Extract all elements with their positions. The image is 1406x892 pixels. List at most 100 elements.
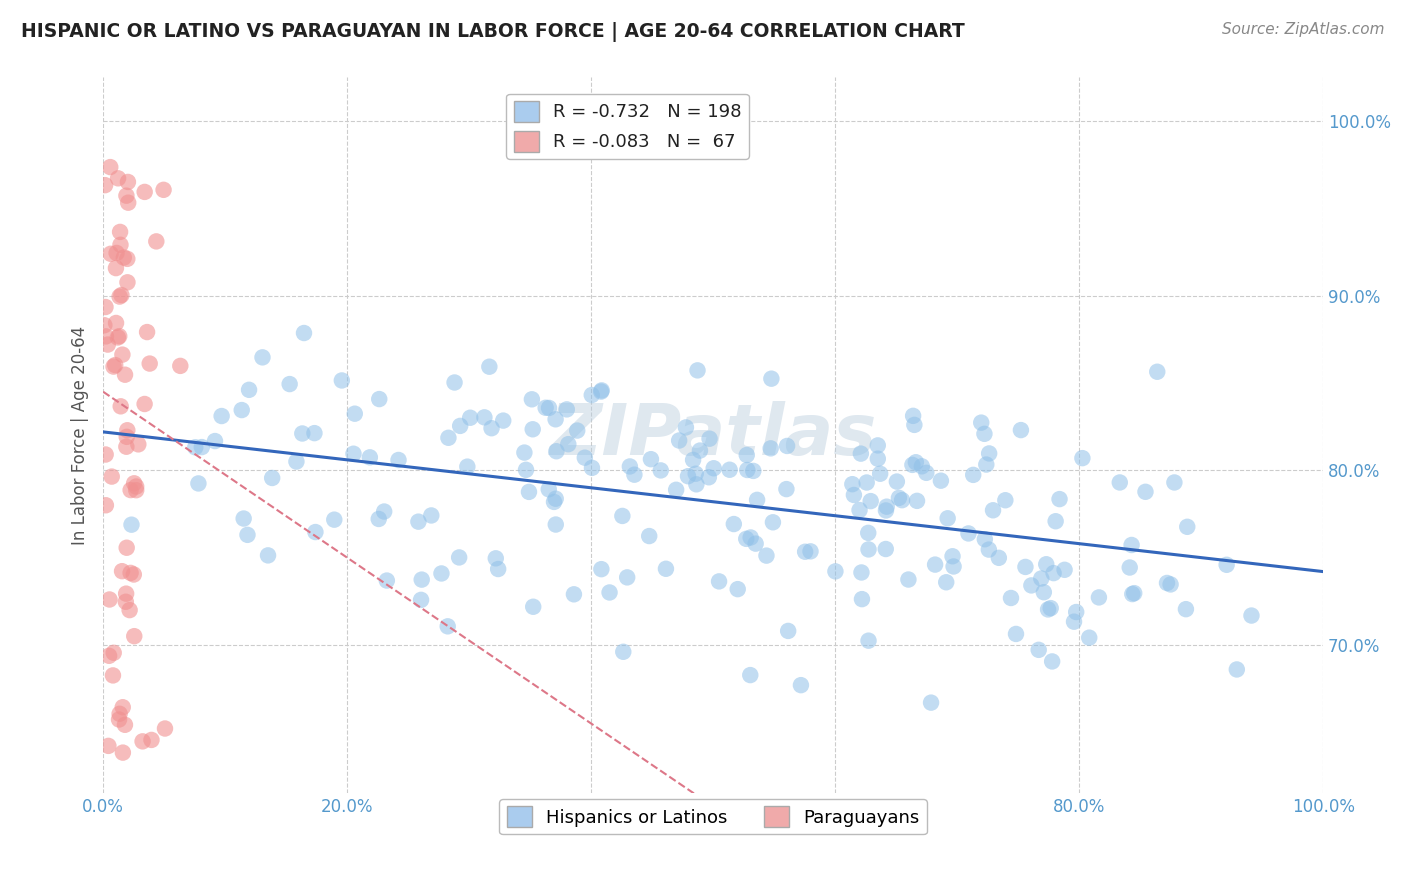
Point (905, 494, 928, 508)
Point (145, 235, 167, 249)
Point (1063, 615, 1085, 629)
Point (875, 541, 897, 556)
Point (122, 476, 145, 491)
Point (591, 384, 613, 398)
Point (456, 459, 478, 474)
Point (858, 542, 880, 557)
Point (562, 587, 585, 601)
Point (1040, 655, 1063, 669)
Point (1121, 538, 1143, 552)
Point (920, 696, 942, 710)
Point (103, 359, 125, 374)
Point (115, 440, 138, 454)
Point (794, 545, 817, 559)
Point (111, 348, 134, 362)
Point (591, 384, 613, 399)
Point (924, 558, 946, 572)
Point (544, 491, 567, 506)
Point (342, 447, 364, 461)
Point (1053, 563, 1076, 577)
Point (1160, 577, 1182, 591)
Point (735, 448, 758, 462)
Point (790, 678, 813, 692)
Point (278, 377, 301, 392)
Point (131, 734, 153, 748)
Point (125, 479, 148, 493)
Point (904, 455, 927, 469)
Point (481, 421, 503, 435)
Point (1121, 587, 1143, 601)
Point (292, 326, 315, 340)
Point (121, 517, 143, 532)
Point (612, 508, 634, 523)
Point (599, 585, 621, 599)
Point (458, 410, 481, 425)
Legend: Hispanics or Latinos, Paraguayans: Hispanics or Latinos, Paraguayans (499, 799, 927, 834)
Point (409, 593, 432, 607)
Point (104, 261, 127, 276)
Point (581, 461, 603, 475)
Point (115, 430, 138, 444)
Point (974, 458, 997, 472)
Point (759, 442, 782, 456)
Point (111, 746, 134, 760)
Point (100, 247, 122, 261)
Point (98, 160, 121, 174)
Point (875, 503, 897, 517)
Text: ZIPatlas: ZIPatlas (550, 401, 877, 470)
Point (108, 289, 131, 303)
Point (125, 483, 148, 498)
Point (98, 592, 121, 607)
Point (886, 475, 908, 489)
Point (623, 467, 645, 482)
Point (375, 574, 398, 588)
Point (94, 498, 117, 512)
Point (436, 619, 458, 633)
Point (866, 451, 889, 466)
Point (1031, 572, 1053, 586)
Point (1042, 566, 1064, 580)
Point (110, 400, 132, 414)
Point (543, 495, 565, 509)
Point (1010, 423, 1032, 437)
Point (682, 453, 704, 467)
Point (901, 409, 924, 423)
Point (689, 443, 711, 458)
Point (513, 445, 536, 459)
Point (1175, 520, 1198, 534)
Point (517, 484, 540, 499)
Point (94, 329, 117, 343)
Point (544, 412, 567, 426)
Point (1118, 560, 1140, 574)
Point (858, 633, 880, 648)
Point (915, 466, 938, 480)
Point (727, 582, 749, 596)
Point (184, 440, 207, 454)
Point (745, 492, 768, 507)
Point (903, 417, 925, 432)
Point (103, 646, 125, 660)
Point (574, 450, 596, 465)
Point (97, 337, 120, 351)
Point (117, 252, 139, 266)
Point (387, 453, 409, 467)
Point (655, 562, 678, 576)
Point (740, 668, 762, 682)
Point (1226, 663, 1249, 677)
Point (107, 330, 129, 344)
Point (127, 437, 149, 451)
Point (1146, 365, 1168, 379)
Point (108, 706, 131, 721)
Point (1014, 560, 1036, 574)
Point (373, 504, 395, 518)
Point (973, 533, 995, 547)
Point (231, 403, 253, 417)
Point (485, 551, 508, 566)
Point (115, 188, 138, 202)
Point (285, 454, 308, 468)
Point (581, 388, 603, 402)
Point (544, 517, 567, 532)
Point (1123, 586, 1146, 600)
Point (665, 483, 688, 497)
Point (1039, 601, 1062, 615)
